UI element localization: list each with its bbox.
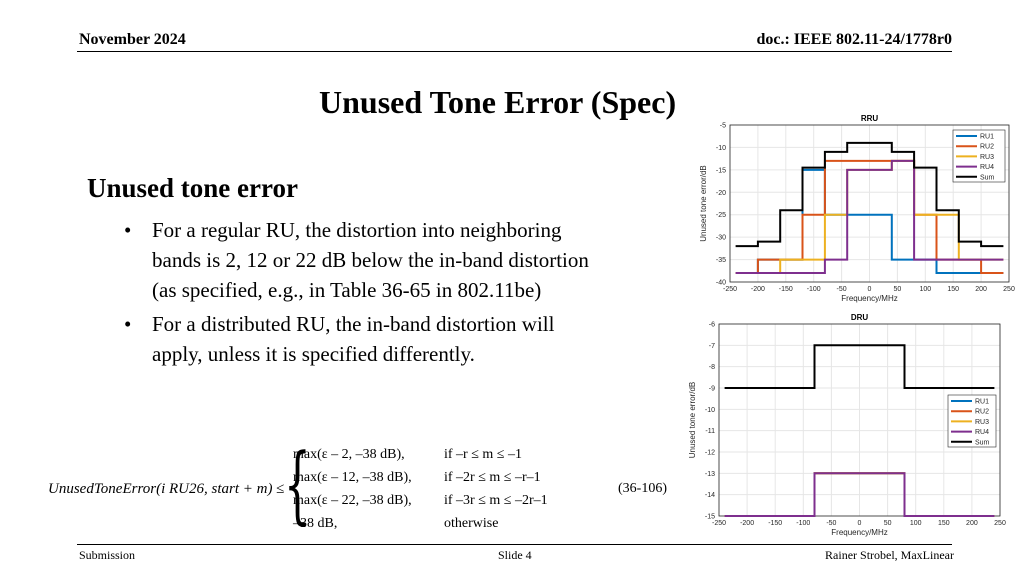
- footer-slide-number: Slide 4: [498, 548, 532, 562]
- x-axis-label: Frequency/MHz: [841, 294, 897, 303]
- x-tick-label: -50: [826, 520, 836, 527]
- y-tick-label: -14: [705, 492, 715, 499]
- legend-label: RU2: [975, 409, 989, 416]
- x-tick-label: -150: [768, 520, 782, 527]
- y-tick-label: -35: [716, 257, 726, 264]
- series-line-ru4: [724, 472, 995, 517]
- y-tick-label: -30: [716, 235, 726, 242]
- y-tick-label: -20: [716, 190, 726, 197]
- equation-number: (36-106): [618, 481, 667, 496]
- x-tick-label: -250: [712, 520, 726, 527]
- x-tick-label: 150: [947, 286, 959, 293]
- x-tick-label: 0: [868, 286, 872, 293]
- equation-brace: {: [284, 435, 311, 533]
- y-tick-label: -12: [705, 450, 715, 457]
- rru-chart: -250 -200 -150 -100 -50 0 50 100 150 200 250 -40 -35…: [699, 114, 1015, 303]
- header-divider: [77, 51, 952, 52]
- x-tick-label: -100: [807, 286, 821, 293]
- chart-title: RRU: [861, 114, 879, 123]
- y-axis-label: Unused tone error/dB: [699, 165, 708, 242]
- equation-expr: –38 dB,: [293, 516, 338, 531]
- x-tick-label: -200: [751, 286, 765, 293]
- x-tick-label: -200: [740, 520, 754, 527]
- equation-block: UnusedToneError(i RU26, start + m) ≤ { m…: [48, 435, 688, 536]
- header-date: November 2024: [79, 31, 186, 48]
- y-tick-label: -11: [705, 428, 715, 435]
- equation-cond: if –r ≤ m ≤ –1: [444, 447, 522, 462]
- footer-author: Rainer Strobel, MaxLinear: [825, 548, 954, 562]
- dru-chart: -250 -200 -150 -100 -50 0 50 100 150 200 250 -15 -14…: [688, 313, 1006, 537]
- y-tick-label: -40: [716, 280, 726, 287]
- x-tick-label: -100: [796, 520, 810, 527]
- legend-label: RU2: [980, 144, 994, 151]
- legend-label: RU1: [975, 399, 989, 406]
- y-axis-label: Unused tone error/dB: [688, 382, 697, 459]
- section-heading: Unused tone error: [87, 173, 298, 203]
- x-axis-label: Frequency/MHz: [831, 528, 887, 537]
- y-tick-label: -15: [716, 167, 726, 174]
- x-tick-label: 50: [894, 286, 902, 293]
- equation-lhs: UnusedToneError(i RU26, start + m) ≤: [48, 481, 285, 497]
- legend-label: Sum: [980, 174, 995, 181]
- equation-cond: if –3r ≤ m ≤ –2r–1: [444, 493, 548, 508]
- legend-label: RU4: [980, 164, 994, 171]
- y-tick-label: -5: [720, 123, 726, 130]
- plot-frame: [729, 124, 1010, 283]
- x-tick-label: -50: [837, 286, 847, 293]
- x-tick-label: 100: [919, 286, 931, 293]
- equation-cond: otherwise: [444, 516, 499, 531]
- series-line-sum: [724, 344, 995, 389]
- x-tick-label: 50: [884, 520, 892, 527]
- x-tick-label: 150: [938, 520, 950, 527]
- equation-expr: max(ε – 12, –38 dB),: [293, 470, 412, 485]
- bullet-list: For a regular RU, the distortion into ne…: [124, 215, 604, 373]
- slide-title: Unused Tone Error (Spec): [319, 84, 677, 120]
- x-tick-label: 250: [994, 520, 1006, 527]
- y-tick-label: -13: [705, 471, 715, 478]
- legend-label: RU3: [980, 154, 994, 161]
- x-tick-label: 100: [910, 520, 922, 527]
- legend-label: Sum: [975, 439, 990, 446]
- bullet-item: For a regular RU, the distortion into ne…: [124, 215, 604, 305]
- chart-title: DRU: [851, 313, 869, 322]
- x-tick-label: -150: [779, 286, 793, 293]
- footer-divider: [77, 544, 952, 545]
- footer-submission: Submission: [79, 548, 136, 562]
- y-tick-label: -9: [709, 386, 715, 393]
- legend-label: RU1: [980, 134, 994, 141]
- legend-label: RU3: [975, 419, 989, 426]
- equation-cond: if –2r ≤ m ≤ –r–1: [444, 470, 541, 485]
- y-tick-label: -8: [709, 364, 715, 371]
- y-tick-label: -25: [716, 212, 726, 219]
- x-tick-label: 200: [975, 286, 987, 293]
- legend-label: RU4: [975, 429, 989, 436]
- x-tick-label: 250: [1003, 286, 1015, 293]
- x-tick-label: 200: [966, 520, 978, 527]
- equation-expr: max(ε – 22, –38 dB),: [293, 493, 412, 508]
- series-line-sum: [735, 141, 1004, 248]
- y-tick-label: -10: [716, 145, 726, 152]
- y-tick-label: -10: [705, 407, 715, 414]
- plot-frame: [718, 323, 1001, 517]
- bullet-item: For a distributed RU, the in-band distor…: [124, 309, 604, 369]
- y-tick-label: -15: [705, 514, 715, 521]
- y-tick-label: -7: [709, 343, 715, 350]
- x-tick-label: 0: [858, 520, 862, 527]
- x-tick-label: -250: [723, 286, 737, 293]
- equation-expr: max(ε – 2, –38 dB),: [293, 447, 405, 462]
- y-tick-label: -6: [709, 322, 715, 329]
- series-line-ru4: [735, 159, 1004, 274]
- header-doc-id: doc.: IEEE 802.11-24/1778r0: [756, 31, 952, 48]
